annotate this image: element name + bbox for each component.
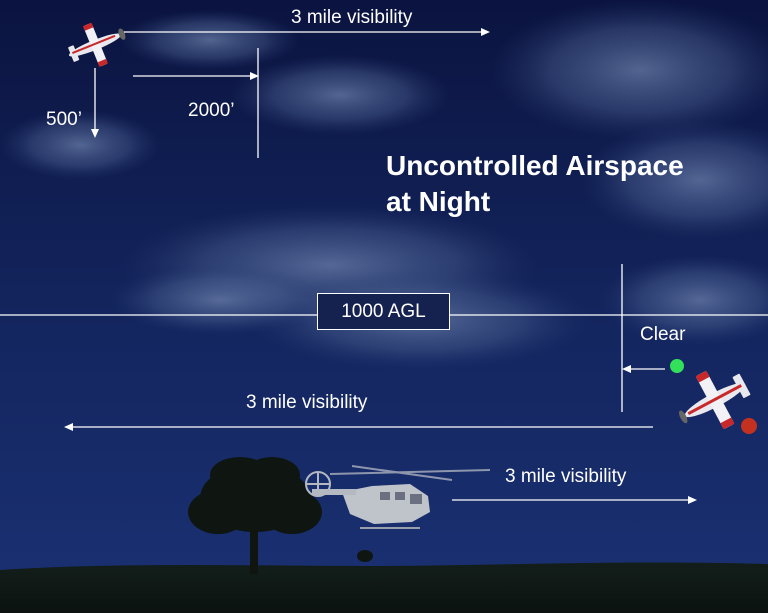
airplane-top-icon <box>68 22 126 67</box>
clearance-lines <box>0 31 768 501</box>
ground <box>0 562 768 613</box>
arrowheads <box>64 28 697 504</box>
green-nav-light-icon <box>670 359 684 373</box>
top-visibility-label: 3 mile visibility <box>291 7 413 28</box>
red-nav-light-icon <box>741 418 757 434</box>
agl-label: 1000 AGL <box>317 293 450 330</box>
clear-label: Clear <box>640 324 686 345</box>
horizontal-clearance-label: 2000’ <box>188 100 235 121</box>
airplane-right-icon <box>678 370 751 430</box>
page-title: Uncontrolled Airspace at Night <box>386 148 684 220</box>
tree-icon <box>188 457 373 574</box>
below-clearance-label: 500’ <box>46 109 82 130</box>
title-line-2: at Night <box>386 186 491 217</box>
middle-visibility-label: 3 mile visibility <box>246 392 368 413</box>
bottom-visibility-label: 3 mile visibility <box>505 466 627 487</box>
helicopter-icon <box>305 465 491 529</box>
title-line-1: Uncontrolled Airspace <box>386 150 684 181</box>
